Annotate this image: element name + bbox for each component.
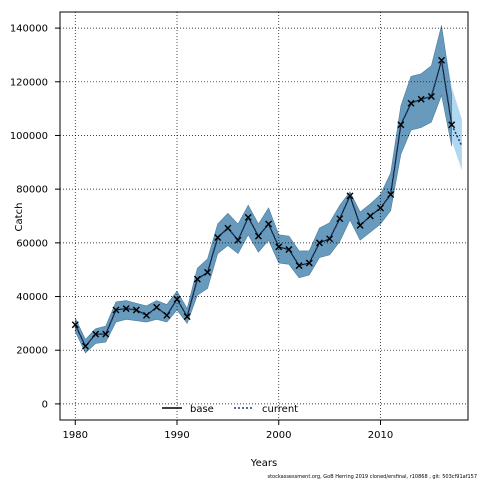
observed-point xyxy=(132,306,140,314)
legend-base-label: base xyxy=(190,404,214,415)
footer-text: stockassessment.org, GoB Herring 2019 cl… xyxy=(267,474,477,480)
x-tick-label: 2010 xyxy=(368,430,393,441)
y-tick-label: 40000 xyxy=(16,292,48,303)
y-axis-title: Catch xyxy=(14,203,25,232)
observed-point xyxy=(417,95,425,103)
y-tick-label: 20000 xyxy=(16,346,48,357)
legend-current-label: current xyxy=(262,404,298,415)
observed-point xyxy=(387,191,395,199)
observed-point xyxy=(366,212,374,220)
observed-point xyxy=(234,236,242,244)
y-tick-label: 60000 xyxy=(16,238,48,249)
observed-point xyxy=(265,220,273,228)
y-tick-label: 0 xyxy=(42,399,48,410)
observed-point xyxy=(142,311,150,319)
observed-point xyxy=(377,204,384,212)
observed-point xyxy=(153,303,161,311)
plot-frame xyxy=(59,11,469,421)
observed-point xyxy=(183,313,191,321)
observed-point xyxy=(81,342,89,350)
observed-point xyxy=(397,121,405,129)
observed-point xyxy=(356,221,364,229)
observed-point xyxy=(336,215,344,223)
observed-point xyxy=(315,239,323,247)
observed-point xyxy=(275,243,283,251)
observed-point xyxy=(285,246,293,254)
observed-point xyxy=(92,330,100,338)
observed-point xyxy=(163,311,171,319)
observed-point xyxy=(224,224,232,232)
observed-point xyxy=(305,259,313,267)
observed-point xyxy=(407,99,415,107)
observed-point xyxy=(438,56,446,64)
y-tick-label: 80000 xyxy=(16,185,48,196)
observed-point xyxy=(244,213,252,221)
observed-point xyxy=(71,321,79,329)
observed-point xyxy=(122,305,130,313)
observed-point xyxy=(112,306,120,314)
x-tick-label: 1990 xyxy=(164,430,189,441)
observed-point xyxy=(427,93,435,101)
y-tick-label: 140000 xyxy=(10,24,48,35)
observed-point xyxy=(173,295,181,303)
y-tick-label: 100000 xyxy=(10,131,48,142)
observed-point xyxy=(448,121,456,129)
x-tick-label: 2000 xyxy=(266,430,291,441)
confidence-bands xyxy=(74,25,462,354)
base-band xyxy=(74,25,453,354)
observed-point xyxy=(204,268,212,276)
y-tick-label: 120000 xyxy=(10,77,48,88)
axes: 1980 1990 2000 2010 0 20000 40000 60000 80000 100… xyxy=(10,24,393,441)
observed-point xyxy=(326,235,334,243)
legend: base current xyxy=(162,404,298,415)
grid-lines xyxy=(60,12,468,420)
observed-point xyxy=(102,330,110,338)
observed-point xyxy=(214,233,222,241)
observed-point xyxy=(254,232,262,240)
x-tick-label: 1980 xyxy=(63,430,88,441)
observed-points xyxy=(71,56,456,350)
observed-point xyxy=(346,192,354,200)
observed-point xyxy=(295,262,303,270)
observed-point xyxy=(193,275,201,283)
x-axis-title: Years xyxy=(250,458,277,469)
